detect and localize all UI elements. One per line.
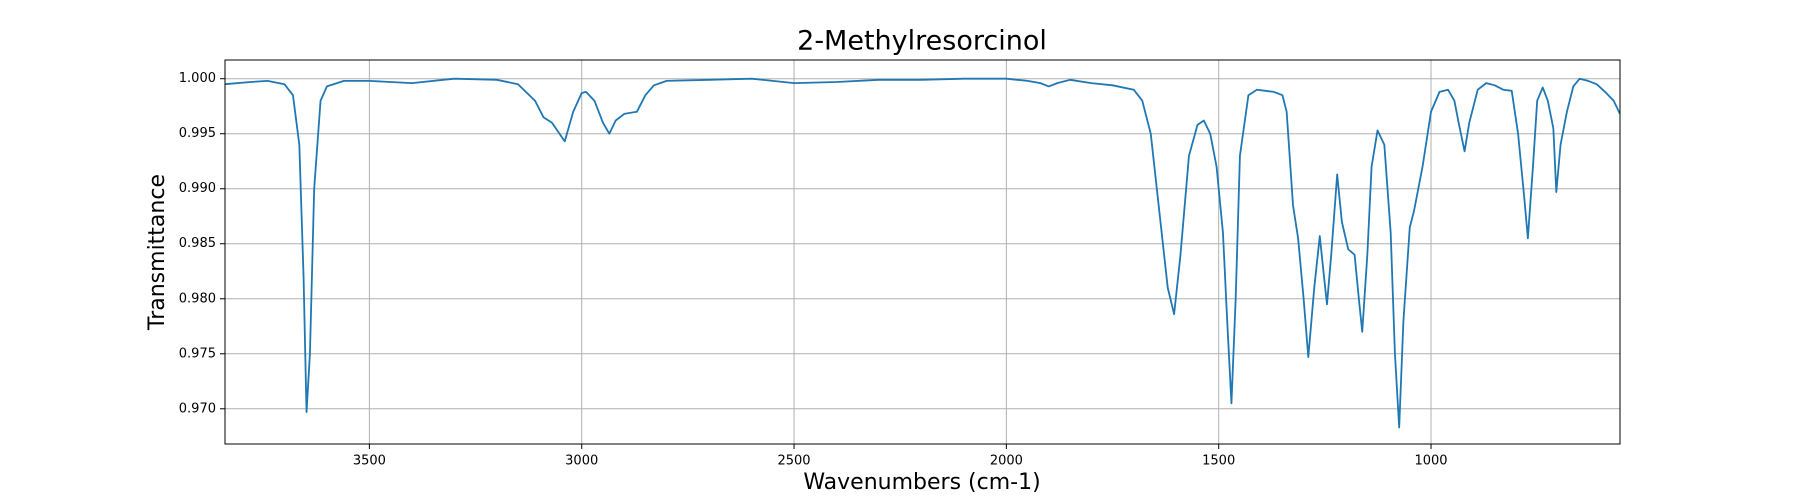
plot-frame [224,59,1621,445]
x-tick-label: 1500 [1202,454,1235,469]
y-tick-label: 0.990 [179,181,216,196]
chart-title: 2-Methylresorcinol [797,26,1047,57]
x-tick-label: 2500 [777,454,810,469]
y-tick-label: 1.000 [179,71,216,86]
x-tick-label: 1000 [1414,454,1447,469]
y-tick-label: 0.975 [179,346,216,361]
y-tick-label: 0.995 [179,126,216,141]
x-tick-label: 2000 [990,454,1023,469]
spectrum-line [225,77,1620,429]
y-tick-label: 0.970 [179,401,216,416]
y-axis-label: Transmittance [145,174,170,331]
x-tick-label: 3000 [565,454,598,469]
y-tick-label: 0.980 [179,291,216,306]
x-tick-label: 3500 [353,454,386,469]
y-tick-label: 0.985 [179,236,216,251]
x-axis-label: Wavenumbers (cm-1) [803,470,1040,495]
